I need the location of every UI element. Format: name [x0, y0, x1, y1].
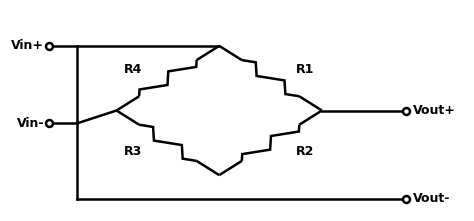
Text: Vout-: Vout- [413, 192, 450, 205]
Text: Vin-: Vin- [17, 117, 44, 130]
Text: R1: R1 [296, 63, 315, 76]
Text: Vout+: Vout+ [413, 104, 456, 117]
Text: R2: R2 [296, 145, 315, 158]
Text: R3: R3 [124, 145, 142, 158]
Text: R4: R4 [124, 63, 142, 76]
Text: Vin+: Vin+ [11, 39, 44, 52]
